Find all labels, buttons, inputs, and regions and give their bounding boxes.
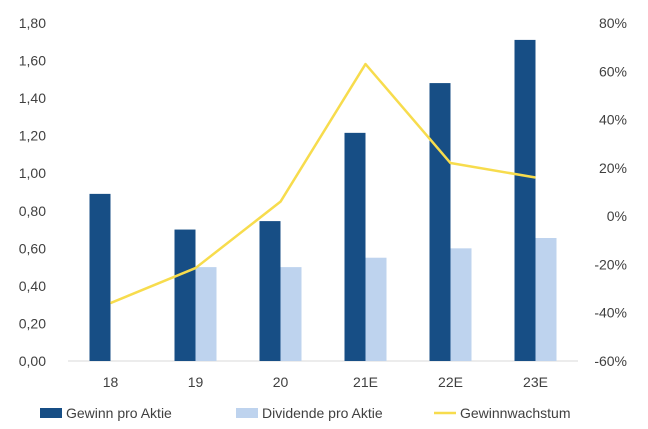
bar-gewinn-pro-aktie: [429, 83, 451, 361]
y-right-tick-label: -20%: [594, 256, 627, 272]
legend-label: Gewinn pro Aktie: [66, 405, 172, 421]
bar-dividende-pro-aktie: [365, 257, 387, 361]
bar-gewinn-pro-aktie: [89, 193, 111, 361]
growth-line: [110, 62, 536, 305]
y-left-tick-label: 0,60: [19, 240, 46, 256]
x-tick-label: 21E: [353, 374, 378, 390]
legend-swatch: [40, 408, 62, 418]
x-tick-label: 22E: [438, 374, 463, 390]
bar-gewinn-pro-aktie: [344, 132, 366, 361]
bars: [89, 39, 557, 362]
y-left-tick-label: 0,00: [19, 353, 46, 369]
x-axis: 18 19 20 21E 22E 23E: [103, 374, 548, 390]
legend-swatch: [236, 408, 258, 418]
bar-gewinn-pro-aktie: [174, 229, 196, 361]
line-gewinnwachstum: [110, 62, 536, 305]
y-left-tick-label: 0,40: [19, 278, 46, 294]
bar-dividende-pro-aktie: [195, 267, 217, 361]
y-left-tick-label: 0,80: [19, 203, 46, 219]
y-axis-left: 0,00 0,20 0,40 0,60 0,80 1,00 1,20 1,40 1,60 1,80: [19, 15, 46, 369]
bar-dividende-pro-aktie: [450, 248, 472, 361]
y-left-tick-label: 1,80: [19, 15, 46, 31]
bar-dividende-pro-aktie: [535, 238, 557, 361]
bar-gewinn-pro-aktie: [514, 39, 536, 362]
y-right-tick-label: 40%: [599, 112, 627, 128]
y-right-tick-label: -60%: [594, 353, 627, 369]
y-left-tick-label: 1,00: [19, 165, 46, 181]
legend: Gewinn pro Aktie Dividende pro Aktie Gewin…: [40, 405, 571, 421]
x-tick-label: 18: [103, 374, 119, 390]
y-right-tick-label: 20%: [599, 160, 627, 176]
x-tick-label: 20: [273, 374, 289, 390]
bar-gewinn-pro-aktie: [259, 221, 281, 361]
legend-label: Gewinnwachstum: [460, 405, 571, 421]
y-left-tick-label: 1,40: [19, 90, 46, 106]
bar-dividende-pro-aktie: [280, 267, 302, 361]
y-right-tick-label: -40%: [594, 305, 627, 321]
y-right-tick-label: 80%: [599, 15, 627, 31]
y-left-tick-label: 1,60: [19, 53, 46, 69]
legend-label: Dividende pro Aktie: [262, 405, 383, 421]
y-left-tick-label: 1,20: [19, 128, 46, 144]
y-right-tick-label: 60%: [599, 63, 627, 79]
x-tick-label: 19: [188, 374, 204, 390]
x-tick-label: 23E: [523, 374, 548, 390]
y-right-tick-label: 0%: [607, 208, 627, 224]
y-axis-right: -60% -40% -20% 0% 20% 40% 60% 80%: [594, 15, 627, 369]
y-left-tick-label: 0,20: [19, 315, 46, 331]
